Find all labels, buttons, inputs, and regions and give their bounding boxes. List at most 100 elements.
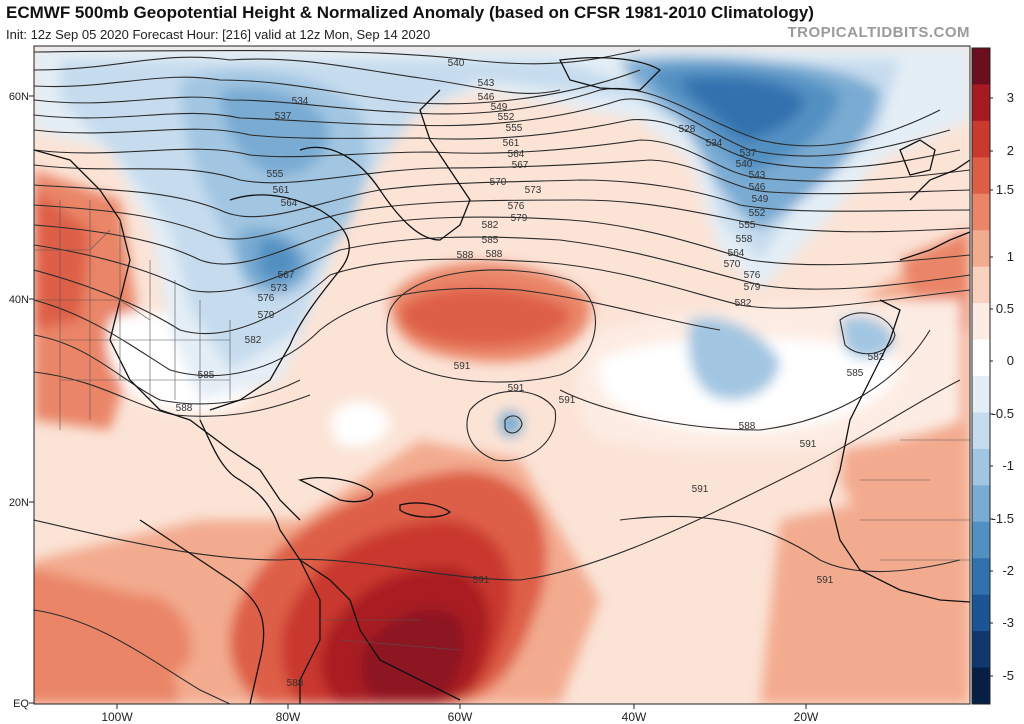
colorbar-label: 1: [1007, 249, 1014, 264]
map-subtitle: Init: 12z Sep 05 2020 Forecast Hour: [21…: [6, 27, 431, 42]
colorbar-swatch: [972, 448, 990, 486]
contour-label: 591: [454, 361, 471, 372]
contour-label: 579: [258, 310, 275, 321]
colorbar-swatch: [972, 376, 990, 413]
colorbar-label: -1.5: [992, 511, 1014, 526]
colorbar-frame: [971, 47, 991, 705]
contour-label: 582: [868, 352, 885, 363]
contour-label: 528: [679, 124, 696, 135]
lat-label: 40N: [9, 294, 29, 306]
colorbar-swatch: [972, 84, 990, 122]
colorbar-label: 2: [1007, 143, 1014, 158]
colorbar-swatch: [972, 303, 990, 341]
colorbar-label: -5: [1002, 668, 1014, 683]
contour-label: 549: [752, 194, 769, 205]
contour-label: 573: [271, 283, 288, 294]
contour-label: 582: [735, 298, 752, 309]
contour-label: 570: [724, 259, 741, 270]
anomaly-field: [34, 46, 970, 704]
contour-label: 591: [473, 575, 490, 586]
colorbar-swatch: [972, 120, 990, 158]
contour-label: 591: [508, 383, 525, 394]
contour-label: 588: [176, 403, 193, 414]
lon-label: 100W: [101, 710, 133, 724]
contour-label: 540: [448, 58, 465, 69]
colorbar-swatch: [972, 48, 990, 85]
contour-label: 564: [508, 149, 525, 160]
watermark: TROPICALTIDBITS.COM: [787, 24, 970, 41]
lat-label: EQ: [13, 698, 29, 710]
contour-label: 573: [525, 185, 542, 196]
colorbar-swatch: [972, 266, 990, 304]
contour-label: 591: [817, 575, 834, 586]
contour-label: 591: [559, 395, 576, 406]
contour-label: 579: [511, 213, 528, 224]
contour-label: 582: [482, 220, 499, 231]
colorbar-swatch: [972, 558, 990, 596]
contour-label: 561: [273, 185, 290, 196]
colorbar-swatch: [972, 631, 990, 669]
colorbar-swatch: [972, 157, 990, 195]
contour-label: 588: [287, 678, 304, 689]
contour-label: 558: [736, 234, 753, 245]
map-frame: [33, 45, 971, 705]
lat-label: 60N: [9, 91, 29, 103]
contour-label: 582: [245, 335, 262, 346]
height-contours: [34, 49, 970, 704]
contour-label: 591: [800, 439, 817, 450]
contour-label: 543: [478, 78, 495, 89]
contour-label: 555: [739, 220, 756, 231]
contour-label: 564: [281, 198, 298, 209]
colorbar-label: -3: [1002, 615, 1014, 630]
lon-label: 20W: [794, 710, 819, 724]
contour-label: 585: [198, 370, 215, 381]
contour-label: 588: [739, 421, 756, 432]
contour-label: 588: [486, 249, 503, 260]
contour-label: 552: [749, 208, 766, 219]
lon-label: 80W: [276, 710, 301, 724]
contour-label: 576: [508, 201, 525, 212]
colorbar-swatch: [972, 230, 990, 268]
colorbar-swatch: [972, 667, 990, 705]
longitude-labels: 100W 80W 60W 40W 20W: [101, 704, 819, 724]
lon-label: 60W: [448, 710, 473, 724]
colorbar-label: -0.5: [992, 406, 1014, 421]
colorbar-swatch: [972, 485, 990, 523]
colorbar-label: -2: [1002, 563, 1014, 578]
contour-label: 555: [506, 123, 523, 134]
contour-label: 567: [278, 270, 295, 281]
map-title: ECMWF 500mb Geopotential Height & Normal…: [6, 3, 814, 22]
colorbar-swatch: [972, 412, 990, 450]
contour-label: 570: [490, 177, 507, 188]
contour-label: 552: [498, 112, 515, 123]
contour-labels: 5405435465495525555615645675705735765795…: [176, 58, 885, 689]
colorbar-label: -1: [1002, 458, 1014, 473]
contour-label: 537: [740, 148, 757, 159]
colorbar: 3 2 1.5 1 0.5 0 -0.5 -1 -1.5 -2 -3 -5: [971, 47, 1014, 705]
colorbar-swatch: [972, 521, 990, 559]
latitude-labels: 60N 40N 20N EQ: [9, 91, 34, 710]
lat-label: 20N: [9, 497, 29, 509]
lon-label: 40W: [622, 710, 647, 724]
colorbar-label: 0: [1007, 353, 1014, 368]
contour-label: 543: [749, 170, 766, 181]
contour-label: 555: [267, 169, 284, 180]
colorbar-label: 3: [1007, 90, 1014, 105]
contour-label: 585: [482, 235, 499, 246]
contour-label: 561: [503, 138, 520, 149]
contour-label: 537: [275, 111, 292, 122]
colorbar-swatch: [972, 594, 990, 632]
borders: [34, 200, 970, 651]
contour-label: 591: [692, 484, 709, 495]
contour-label: 546: [478, 92, 495, 103]
contour-label: 567: [512, 160, 529, 171]
contour-label: 549: [491, 102, 508, 113]
contour-label: 546: [749, 182, 766, 193]
colorbar-label: 0.5: [996, 301, 1014, 316]
contour-label: 576: [258, 293, 275, 304]
colorbar-swatch: [972, 193, 990, 231]
contour-label: 579: [744, 282, 761, 293]
contour-label: 588: [457, 250, 474, 261]
colorbar-label: 1.5: [996, 182, 1014, 197]
